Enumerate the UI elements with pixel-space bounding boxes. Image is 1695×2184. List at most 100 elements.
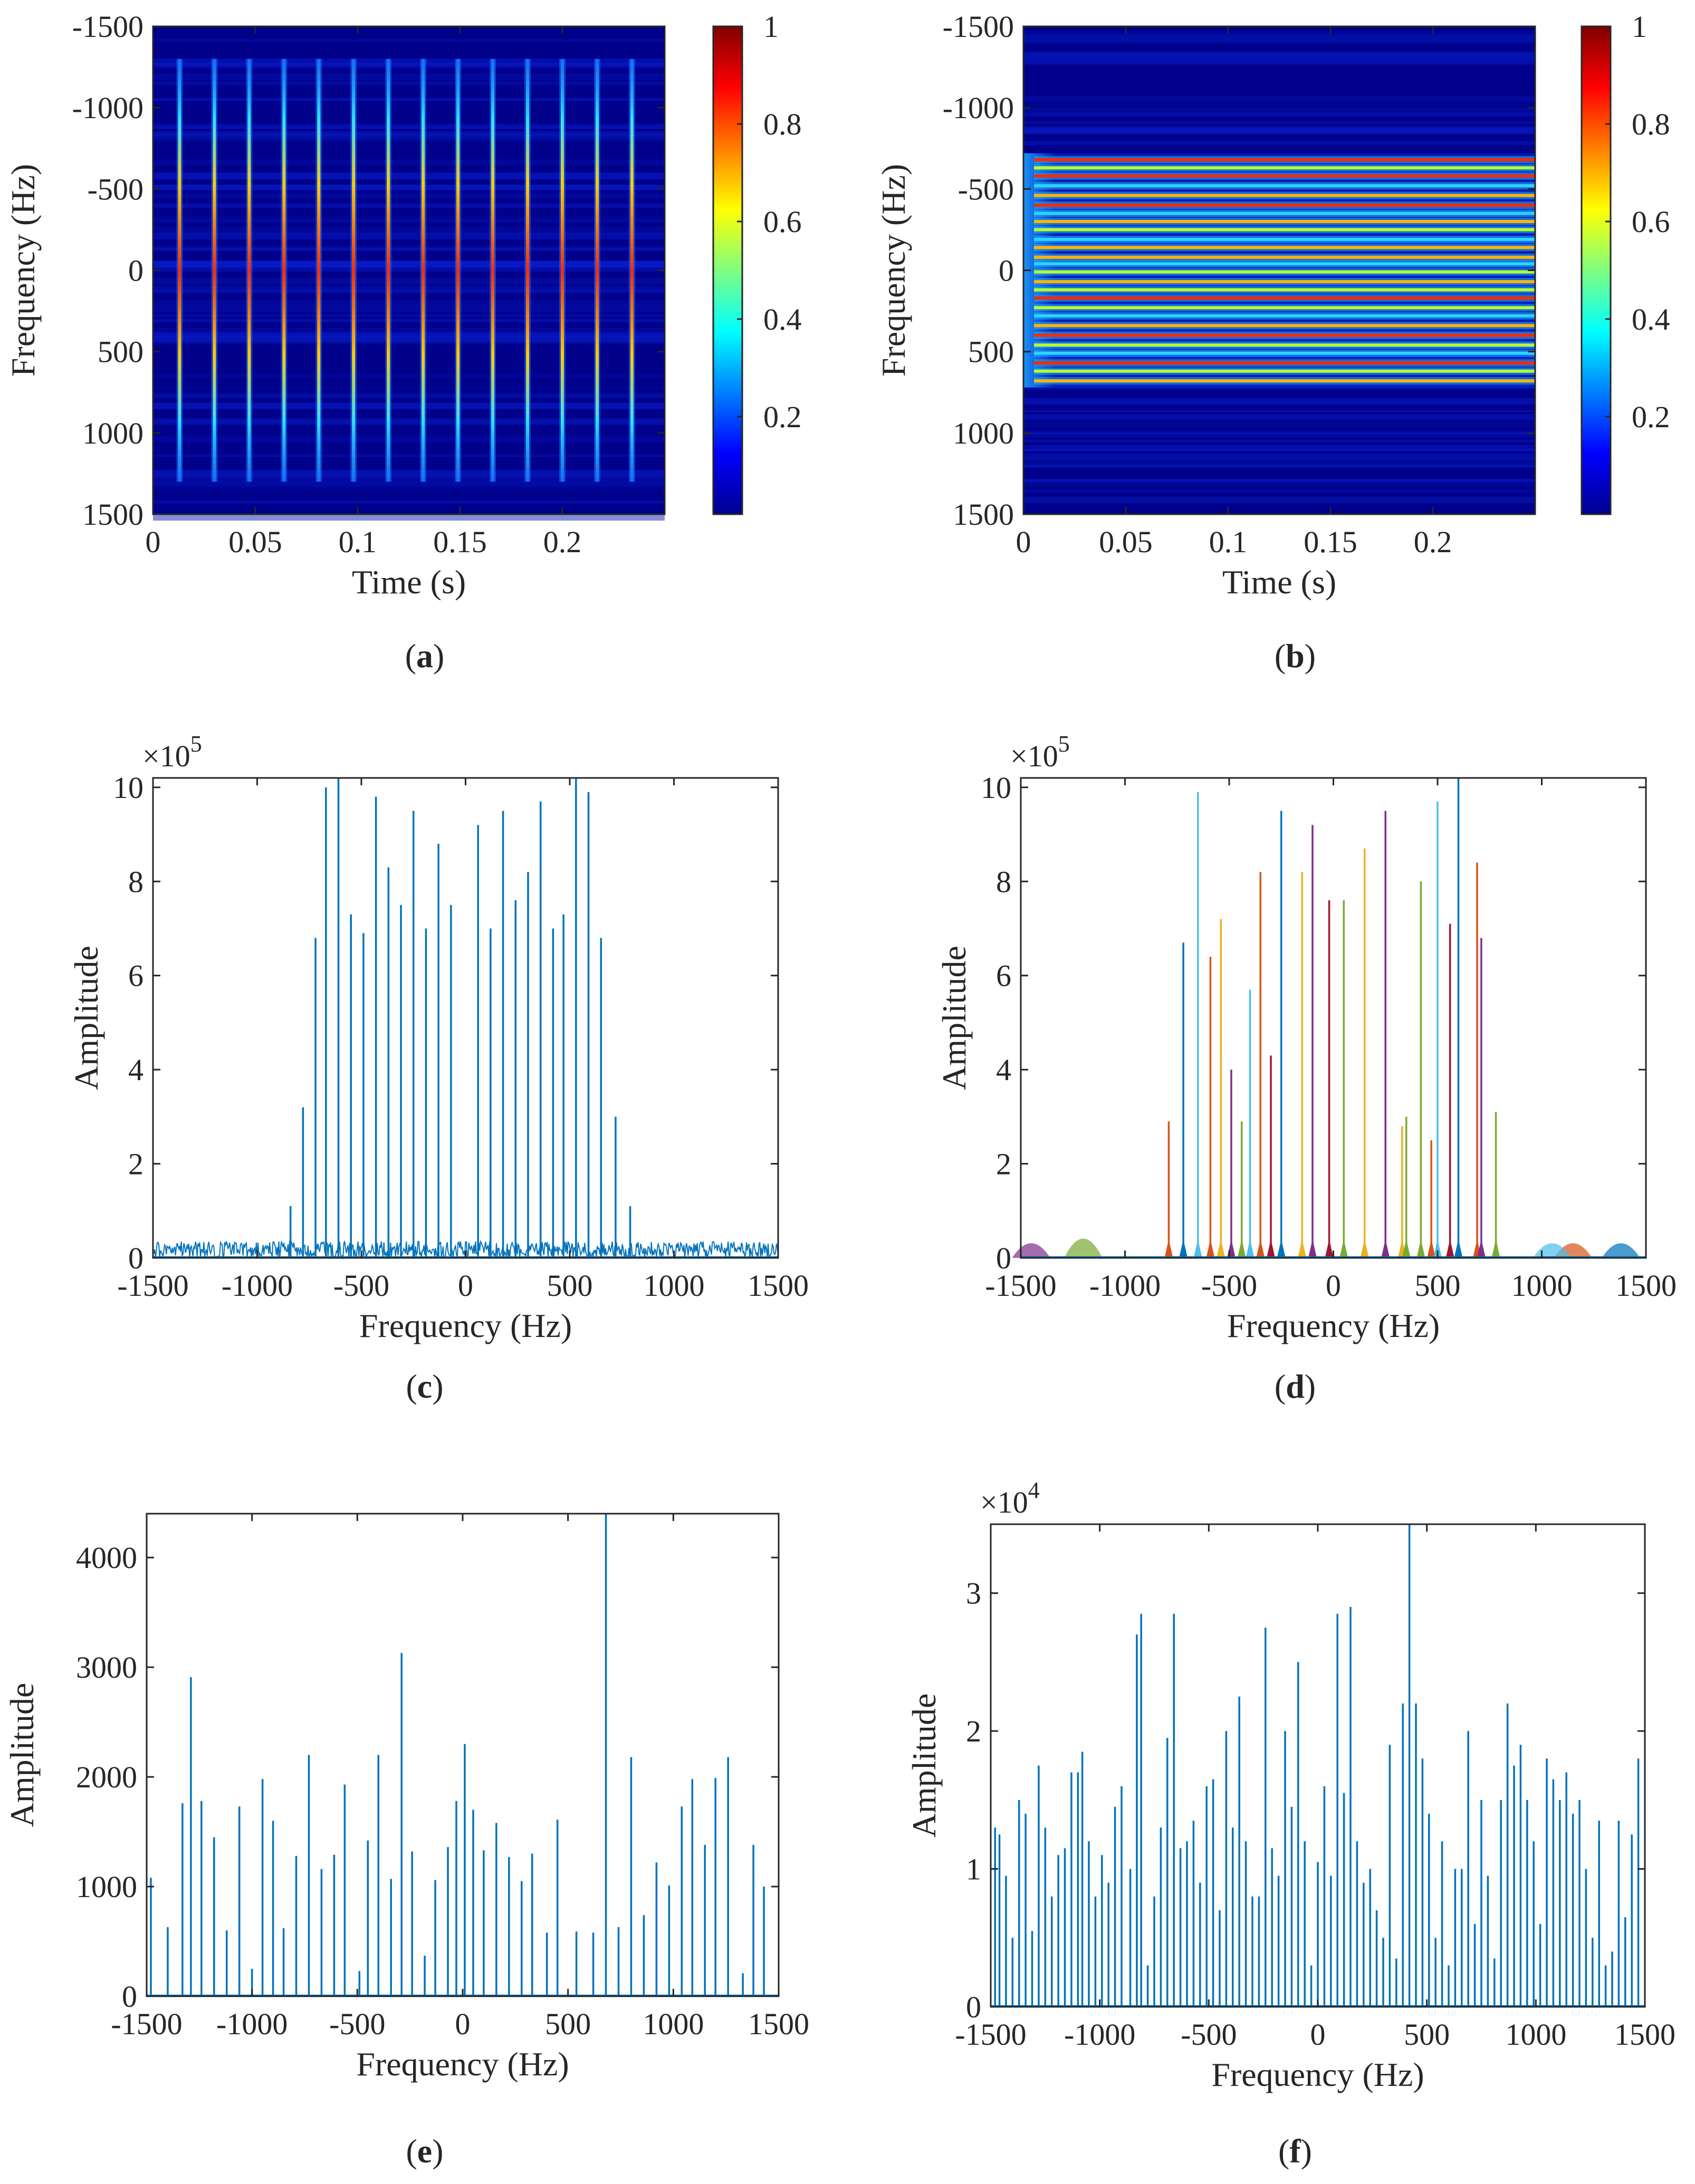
- panel-label: (a): [405, 637, 445, 675]
- plot-frame: [146, 1513, 780, 1997]
- freq-line: [1034, 220, 1535, 223]
- x-tick-label: -500: [1181, 2017, 1237, 2052]
- freq-line: [1034, 174, 1535, 178]
- y-tick-label: 500: [98, 335, 143, 369]
- x-tick-label: 0: [1326, 1268, 1341, 1303]
- x-tick-label: 1500: [748, 1268, 809, 1303]
- x-tick-label: -500: [333, 1268, 389, 1303]
- colorbar-tick-label: 0.8: [763, 107, 802, 141]
- y-axis-label: Amplitude: [935, 946, 973, 1090]
- heatmap-noise: [1023, 35, 1535, 43]
- panel-label-close: ): [432, 1368, 443, 1405]
- x-tick-label: 1500: [1614, 2017, 1675, 2052]
- y-tick-label: 0: [966, 1990, 981, 2024]
- y-tick-label: 6: [996, 959, 1011, 993]
- panel-label-letter: f: [1289, 2132, 1301, 2170]
- y-tick-label: 0: [122, 1979, 137, 2014]
- chart-panel-a: 0 0.05 0.1 0.15 0.2 -1500 -1000 -500 0 500 1000 150…: [4, 9, 802, 675]
- chirp-stripe: [422, 59, 425, 482]
- y-tick-label: 4: [996, 1053, 1011, 1087]
- x-tick-label: 1000: [644, 1268, 705, 1303]
- heatmap-noise: [1023, 32, 1535, 40]
- heatmap-noise: [1023, 95, 1535, 101]
- heatmap-noise: [153, 482, 665, 487]
- x-tick-label: 0: [1016, 525, 1031, 559]
- panel-label-close: ): [1301, 2132, 1312, 2170]
- spectrum-peak-base: [1433, 1239, 1442, 1258]
- colorbar: [1581, 25, 1612, 515]
- spectrum-peak-base: [1477, 1239, 1486, 1258]
- colorbar-tick-label: 0.4: [763, 302, 802, 336]
- x-tick-label: 1500: [1615, 1268, 1677, 1303]
- heatmap-noise: [153, 475, 665, 483]
- y-axis-label: Amplitude: [68, 946, 105, 1090]
- spectrum-peak-base: [1416, 1239, 1425, 1258]
- y-tick-label: -1000: [72, 91, 143, 125]
- heatmap-noise: [1023, 479, 1535, 483]
- colorbar-tick-label: 0.6: [763, 205, 802, 239]
- heatmap-noise: [153, 227, 665, 234]
- heatmap-noise: [1023, 489, 1535, 493]
- colorbar-tick-label: 0.6: [1632, 205, 1670, 239]
- heatmap-noise: [1023, 398, 1535, 405]
- freq-line: [1034, 255, 1535, 259]
- y-axis-label: Amplitude: [3, 1683, 41, 1827]
- chart-panel-c: -1500 -1000 -500 0 500 1000 1500 0 2 4 6 8 10 Frequen…: [68, 731, 809, 1405]
- y-tick-label: 1500: [953, 497, 1014, 532]
- panel-label-close: ): [1305, 1368, 1316, 1405]
- heatmap-noise: [1023, 478, 1535, 486]
- x-tick-label: 500: [547, 1268, 593, 1303]
- spectrum-peak-base: [1277, 1239, 1286, 1258]
- spectrum-peak-base: [1325, 1239, 1334, 1258]
- heatmap-noise: [1023, 114, 1535, 117]
- y-tick-label: 8: [128, 864, 143, 899]
- heatmap-noise: [153, 332, 665, 338]
- heatmap-noise: [1023, 499, 1535, 504]
- x-tick-label: 0.05: [228, 525, 282, 559]
- heatmap-noise: [1023, 453, 1535, 460]
- heatmap-noise: [153, 98, 665, 101]
- panel-label-letter: d: [1286, 1368, 1305, 1405]
- heatmap-noise: [153, 123, 665, 127]
- heatmap-noise: [153, 331, 665, 336]
- spectrum-peak-base: [1267, 1239, 1275, 1258]
- spectrum-peak-base: [1445, 1239, 1454, 1258]
- x-axis-label: Frequency (Hz): [1211, 2056, 1424, 2093]
- spectrum-bump: [1064, 1238, 1103, 1258]
- y-axis-label: Frequency (Hz): [875, 164, 912, 377]
- heatmap-noise: [153, 435, 665, 442]
- heatmap-noise: [153, 185, 665, 189]
- chirp-stripe: [630, 59, 634, 482]
- spectrum-peak-base: [1193, 1239, 1202, 1258]
- axis-exponent: ×105: [142, 731, 202, 773]
- y-tick-label: 2000: [76, 1760, 137, 1794]
- spectrum-peak-base: [1491, 1239, 1500, 1258]
- heatmap-noise: [153, 300, 665, 306]
- y-tick-label: 3000: [76, 1650, 137, 1685]
- axis-exponent-base: ×10: [1010, 739, 1058, 773]
- y-tick-label: -500: [958, 172, 1014, 206]
- freq-line: [1034, 184, 1535, 188]
- heatmap-noise: [153, 402, 665, 409]
- heatmap-noise: [153, 73, 665, 80]
- panel-label-open: (: [1278, 2132, 1289, 2170]
- heatmap-noise: [153, 261, 665, 267]
- panel-label-close: ): [432, 2132, 443, 2170]
- y-tick-label: -500: [88, 172, 143, 206]
- x-tick-label: 0.2: [1414, 525, 1452, 559]
- heatmap-noise: [1023, 420, 1535, 427]
- heatmap-noise: [153, 418, 665, 425]
- heatmap-noise: [153, 334, 665, 341]
- chirp-stripe: [213, 59, 216, 482]
- colorbar: [712, 25, 743, 515]
- heatmap-noise: [153, 403, 665, 409]
- chirp-stripe: [491, 59, 495, 482]
- spectrum-marks: [152, 778, 779, 1260]
- heatmap-noise: [153, 185, 665, 190]
- y-tick-label: 1500: [82, 497, 143, 532]
- colorbar-tick-label: 0.2: [763, 400, 802, 434]
- x-axis-label: Time (s): [352, 563, 466, 601]
- freq-line: [1034, 351, 1535, 355]
- colorbar-tick-label: 1: [763, 9, 779, 44]
- freq-line: [1034, 343, 1535, 347]
